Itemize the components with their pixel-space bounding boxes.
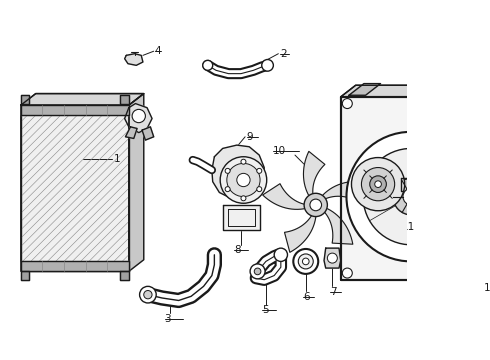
Polygon shape [474, 126, 490, 151]
Polygon shape [21, 271, 29, 280]
Text: 12: 12 [484, 283, 490, 293]
Text: 3: 3 [165, 314, 171, 324]
Circle shape [362, 167, 394, 201]
Polygon shape [121, 95, 129, 104]
Text: 1: 1 [114, 154, 121, 164]
Text: 4: 4 [154, 46, 161, 56]
Circle shape [298, 254, 313, 269]
Polygon shape [349, 84, 381, 95]
Circle shape [304, 193, 327, 217]
Polygon shape [285, 214, 316, 252]
Polygon shape [212, 145, 264, 198]
Circle shape [257, 168, 262, 174]
Polygon shape [323, 209, 353, 244]
Circle shape [327, 253, 337, 263]
Circle shape [346, 132, 476, 261]
Polygon shape [21, 105, 129, 115]
Circle shape [370, 176, 386, 193]
Polygon shape [124, 54, 143, 65]
Polygon shape [21, 261, 129, 271]
Polygon shape [129, 94, 144, 271]
Polygon shape [142, 127, 154, 140]
Circle shape [343, 99, 352, 109]
Circle shape [144, 291, 152, 299]
Circle shape [241, 159, 246, 164]
Text: 11: 11 [401, 222, 415, 232]
Circle shape [220, 157, 267, 203]
Polygon shape [341, 97, 474, 280]
Circle shape [203, 60, 213, 70]
Circle shape [132, 109, 146, 123]
Polygon shape [474, 85, 489, 280]
Circle shape [274, 248, 288, 261]
Circle shape [375, 181, 381, 188]
Circle shape [462, 268, 472, 278]
Circle shape [310, 199, 321, 211]
Circle shape [343, 268, 352, 278]
Circle shape [254, 268, 261, 275]
Text: 5: 5 [262, 305, 269, 315]
Polygon shape [303, 151, 325, 195]
Circle shape [462, 99, 472, 109]
Circle shape [302, 258, 309, 265]
Polygon shape [401, 177, 413, 191]
Circle shape [262, 59, 273, 71]
Circle shape [403, 188, 419, 205]
Polygon shape [341, 85, 489, 97]
Circle shape [257, 186, 262, 192]
Text: 8: 8 [234, 245, 241, 255]
Polygon shape [21, 95, 29, 104]
Text: 10: 10 [272, 146, 286, 156]
Circle shape [250, 264, 265, 279]
Polygon shape [21, 94, 144, 105]
Polygon shape [124, 104, 152, 132]
Polygon shape [263, 184, 306, 210]
Polygon shape [121, 271, 129, 280]
Circle shape [393, 178, 430, 215]
Circle shape [241, 196, 246, 201]
Text: 2: 2 [280, 49, 287, 59]
Circle shape [225, 186, 230, 192]
Circle shape [363, 148, 460, 245]
Circle shape [140, 286, 156, 303]
Polygon shape [125, 127, 137, 139]
Polygon shape [21, 105, 129, 271]
Circle shape [237, 174, 250, 186]
Circle shape [227, 163, 260, 197]
Circle shape [294, 249, 318, 274]
Text: 7: 7 [330, 287, 337, 297]
Circle shape [351, 158, 405, 211]
Circle shape [225, 168, 230, 174]
Polygon shape [323, 181, 365, 201]
Polygon shape [324, 248, 341, 268]
Text: 6: 6 [303, 292, 310, 302]
Text: 9: 9 [247, 132, 253, 142]
Polygon shape [222, 205, 260, 230]
